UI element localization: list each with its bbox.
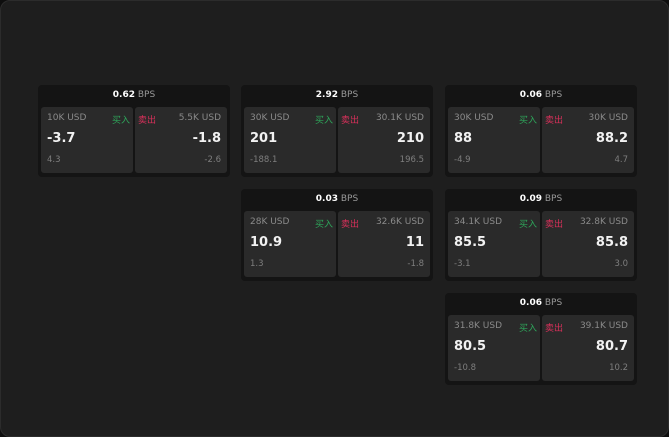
sell-change: -2.6 bbox=[204, 155, 221, 165]
buy-size: 31.8K USD bbox=[454, 321, 503, 331]
sell-quote[interactable]: 卖出 30K USD 88.2 4.7 bbox=[542, 107, 634, 173]
sell-price: 11 bbox=[405, 235, 424, 250]
sell-quote[interactable]: 卖出 32.6K USD 11 -1.8 bbox=[338, 211, 430, 277]
buy-size: 30K USD bbox=[250, 113, 290, 123]
buy-size: 34.1K USD bbox=[454, 217, 503, 227]
spread-header: 0.06 BPS bbox=[445, 85, 637, 106]
buy-quote[interactable]: 31.8K USD 买入 80.5 -10.8 bbox=[448, 315, 540, 381]
sell-price: -1.8 bbox=[192, 131, 221, 146]
sell-price: 80.7 bbox=[595, 339, 628, 354]
quote-panel: 0.09 BPS 34.1K USD 买入 85.5 -3.1 卖出 32.8K… bbox=[445, 189, 637, 281]
buy-size: 10K USD bbox=[47, 113, 87, 123]
sell-label: 卖出 bbox=[545, 220, 564, 230]
buy-change: 1.3 bbox=[250, 259, 264, 269]
sell-quote[interactable]: 卖出 5.5K USD -1.8 -2.6 bbox=[135, 107, 227, 173]
sell-size: 5.5K USD bbox=[178, 113, 221, 123]
spread-unit: BPS bbox=[340, 90, 359, 100]
sell-change: 4.7 bbox=[614, 155, 628, 165]
sell-quote[interactable]: 卖出 32.8K USD 85.8 3.0 bbox=[542, 211, 634, 277]
sell-change: 196.5 bbox=[399, 155, 424, 165]
spread-header: 0.06 BPS bbox=[445, 293, 637, 314]
spread-value: 0.06 bbox=[519, 90, 542, 100]
buy-change: -188.1 bbox=[250, 155, 278, 165]
spread-value: 0.62 bbox=[112, 90, 135, 100]
buy-change: -4.9 bbox=[454, 155, 471, 165]
spread-unit: BPS bbox=[137, 90, 156, 100]
buy-price: 10.9 bbox=[250, 235, 283, 250]
buy-change: -10.8 bbox=[454, 363, 476, 373]
spread-header: 0.62 BPS bbox=[38, 85, 230, 106]
buy-size: 28K USD bbox=[250, 217, 290, 227]
spread-value: 2.92 bbox=[315, 90, 338, 100]
buy-price: 201 bbox=[250, 131, 278, 146]
sell-price: 210 bbox=[396, 131, 424, 146]
buy-price: -3.7 bbox=[47, 131, 76, 146]
buy-label: 买入 bbox=[314, 220, 333, 230]
sell-change: -1.8 bbox=[407, 259, 424, 269]
spread-header: 0.09 BPS bbox=[445, 189, 637, 210]
sell-size: 32.8K USD bbox=[579, 217, 628, 227]
spread-value: 0.03 bbox=[315, 194, 338, 204]
spread-value: 0.09 bbox=[519, 194, 542, 204]
quote-panel: 0.03 BPS 28K USD 买入 10.9 1.3 卖出 32.6K US… bbox=[241, 189, 433, 281]
spread-header: 0.03 BPS bbox=[241, 189, 433, 210]
sell-quote[interactable]: 卖出 30.1K USD 210 196.5 bbox=[338, 107, 430, 173]
buy-label: 买入 bbox=[518, 220, 537, 230]
sell-size: 30.1K USD bbox=[375, 113, 424, 123]
buy-label: 买入 bbox=[518, 116, 537, 126]
sell-change: 3.0 bbox=[614, 259, 628, 269]
buy-change: -3.1 bbox=[454, 259, 471, 269]
buy-price: 88 bbox=[454, 131, 473, 146]
buy-change: 4.3 bbox=[47, 155, 61, 165]
sell-quote[interactable]: 卖出 39.1K USD 80.7 10.2 bbox=[542, 315, 634, 381]
sell-label: 卖出 bbox=[545, 324, 564, 334]
sell-size: 30K USD bbox=[588, 113, 628, 123]
buy-quote[interactable]: 30K USD 买入 88 -4.9 bbox=[448, 107, 540, 173]
sell-label: 卖出 bbox=[138, 116, 157, 126]
buy-label: 买入 bbox=[518, 324, 537, 334]
spread-unit: BPS bbox=[544, 298, 563, 308]
buy-price: 85.5 bbox=[454, 235, 487, 250]
spread-header: 2.92 BPS bbox=[241, 85, 433, 106]
spread-unit: BPS bbox=[544, 90, 563, 100]
sell-label: 卖出 bbox=[341, 220, 360, 230]
quote-panel: 0.06 BPS 30K USD 买入 88 -4.9 卖出 30K USD 8… bbox=[445, 85, 637, 177]
buy-size: 30K USD bbox=[454, 113, 494, 123]
spread-unit: BPS bbox=[544, 194, 563, 204]
sell-label: 卖出 bbox=[545, 116, 564, 126]
spread-unit: BPS bbox=[340, 194, 359, 204]
buy-label: 买入 bbox=[314, 116, 333, 126]
sell-change: 10.2 bbox=[609, 363, 628, 373]
quote-panel: 2.92 BPS 30K USD 买入 201 -188.1 卖出 30.1K … bbox=[241, 85, 433, 177]
buy-price: 80.5 bbox=[454, 339, 487, 354]
sell-label: 卖出 bbox=[341, 116, 360, 126]
buy-label: 买入 bbox=[111, 116, 130, 126]
sell-size: 32.6K USD bbox=[375, 217, 424, 227]
sell-size: 39.1K USD bbox=[579, 321, 628, 331]
buy-quote[interactable]: 10K USD 买入 -3.7 4.3 bbox=[41, 107, 133, 173]
sell-price: 88.2 bbox=[595, 131, 628, 146]
buy-quote[interactable]: 30K USD 买入 201 -188.1 bbox=[244, 107, 336, 173]
buy-quote[interactable]: 28K USD 买入 10.9 1.3 bbox=[244, 211, 336, 277]
sell-price: 85.8 bbox=[595, 235, 628, 250]
spread-value: 0.06 bbox=[519, 298, 542, 308]
quote-panel: 0.62 BPS 10K USD 买入 -3.7 4.3 卖出 5.5K USD… bbox=[38, 85, 230, 177]
buy-quote[interactable]: 34.1K USD 买入 85.5 -3.1 bbox=[448, 211, 540, 277]
quote-panel: 0.06 BPS 31.8K USD 买入 80.5 -10.8 卖出 39.1… bbox=[445, 293, 637, 385]
